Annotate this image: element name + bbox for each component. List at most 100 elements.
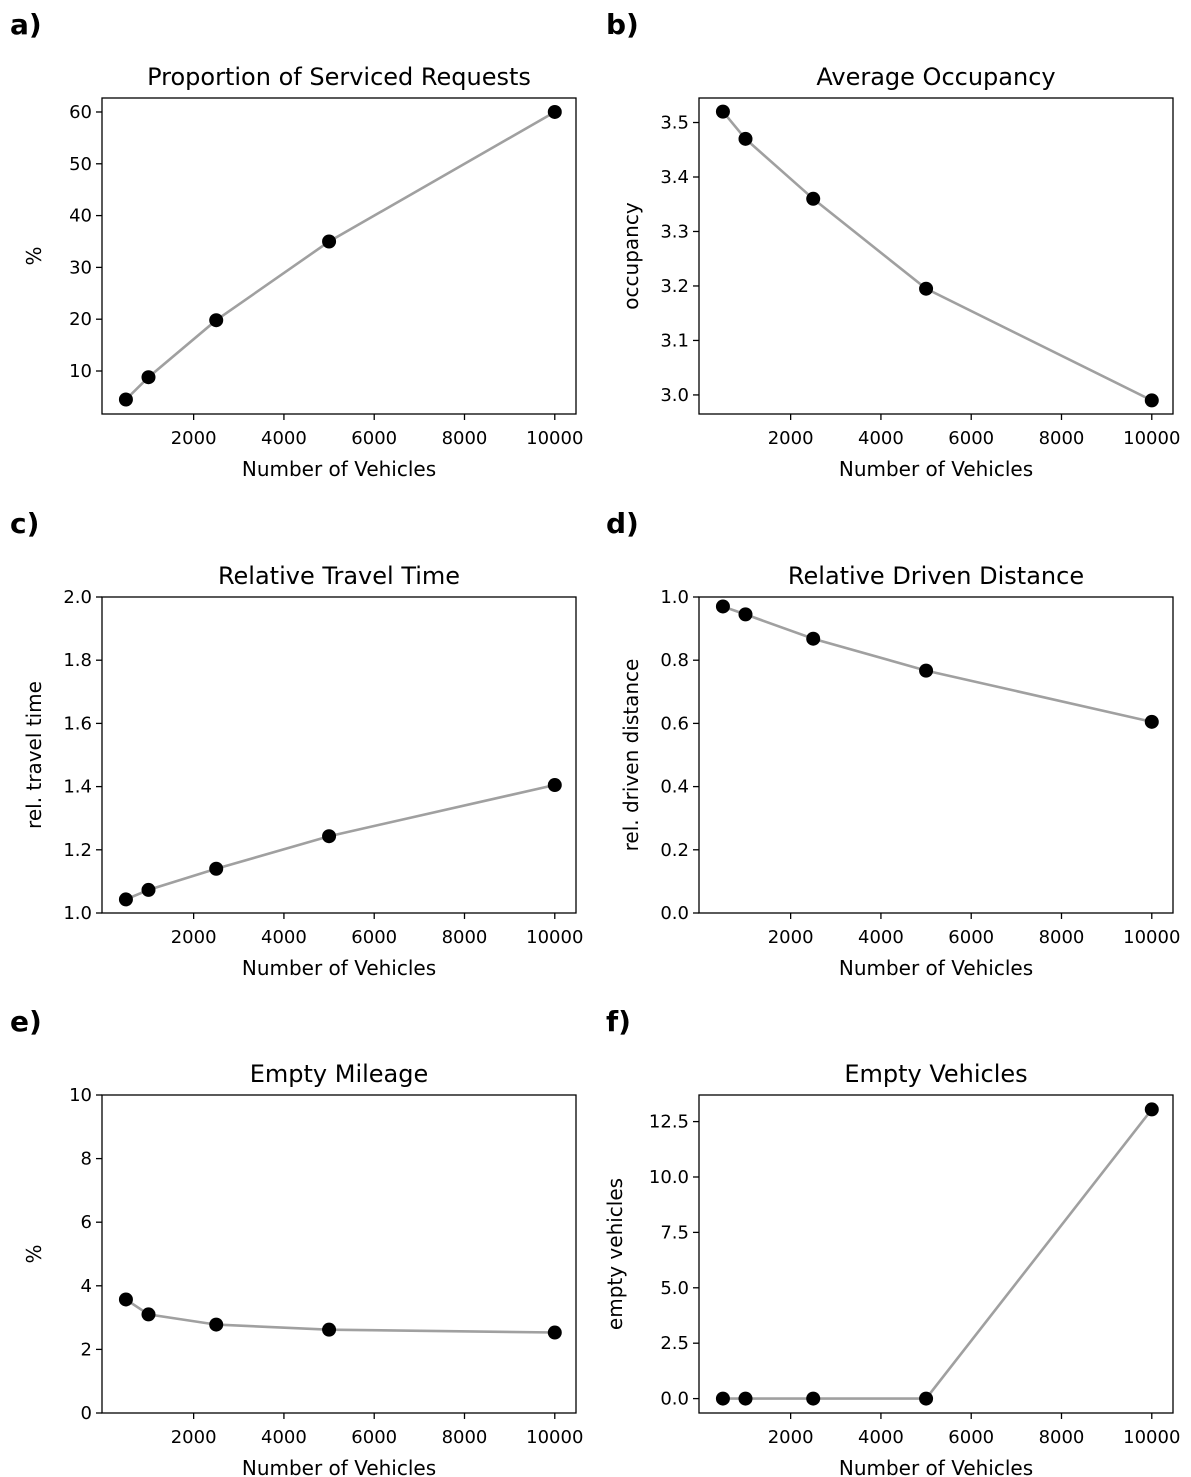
plot-frame: [698, 97, 1174, 415]
y-tick-label: 3.2: [660, 276, 689, 297]
y-tick-label: 3.3: [660, 221, 689, 242]
data-point: [547, 104, 562, 119]
data-point: [118, 892, 133, 907]
x-tick-label: 8000: [442, 1427, 488, 1448]
x-tick-label: 6000: [351, 927, 397, 948]
y-axis-label: empty vehicles: [603, 1178, 627, 1330]
x-tick-label: 10000: [526, 927, 583, 948]
data-point: [547, 1325, 562, 1340]
data-point: [141, 882, 156, 897]
y-tick-label: 1.2: [63, 840, 92, 861]
x-tick-label: 4000: [261, 428, 307, 449]
y-tick-label: 1.4: [63, 777, 92, 798]
x-tick-label: 8000: [1039, 1427, 1085, 1448]
x-tick-label: 8000: [1039, 927, 1085, 948]
data-point: [141, 1307, 156, 1322]
y-tick-label: 1.8: [63, 650, 92, 671]
data-point: [806, 1391, 821, 1406]
y-tick-label: 1.0: [660, 587, 689, 608]
x-tick-label: 4000: [261, 927, 307, 948]
x-tick-label: 4000: [858, 927, 904, 948]
x-tick-label: 6000: [351, 1427, 397, 1448]
x-tick-label: 8000: [442, 428, 488, 449]
x-tick-label: 4000: [858, 1427, 904, 1448]
x-tick-label: 10000: [526, 1427, 583, 1448]
data-point: [806, 191, 821, 206]
data-point: [919, 281, 934, 296]
x-tick-label: 2000: [768, 927, 814, 948]
chart-title: Relative Travel Time: [218, 562, 460, 590]
data-point: [322, 829, 337, 844]
y-tick-label: 0.0: [660, 1389, 689, 1410]
plot-frame: [698, 596, 1174, 914]
x-tick-label: 2000: [768, 1427, 814, 1448]
y-axis-label: %: [22, 246, 46, 265]
x-tick-label: 6000: [948, 1427, 994, 1448]
y-tick-label: 3.5: [660, 113, 689, 134]
x-tick-label: 4000: [261, 1427, 307, 1448]
y-tick-label: 30: [69, 257, 92, 278]
plot-frame: [698, 1094, 1174, 1414]
data-point: [806, 631, 821, 646]
x-tick-label: 4000: [858, 428, 904, 449]
y-tick-label: 10: [69, 1085, 92, 1106]
y-tick-label: 3.0: [660, 385, 689, 406]
series-line: [124, 110, 556, 401]
data-point: [209, 1317, 224, 1332]
y-tick-label: 50: [69, 154, 92, 175]
panel-letter: f): [606, 1005, 631, 1038]
data-point: [118, 392, 133, 407]
y-tick-label: 60: [69, 102, 92, 123]
x-tick-label: 8000: [1039, 428, 1085, 449]
data-point: [738, 1391, 753, 1406]
y-tick-label: 8: [81, 1149, 92, 1170]
chart-title: Relative Driven Distance: [788, 562, 1084, 590]
x-tick-label: 2000: [171, 927, 217, 948]
y-tick-label: 5.0: [660, 1278, 689, 1299]
y-tick-label: 2.0: [63, 587, 92, 608]
data-point: [322, 234, 337, 249]
y-tick-label: 0.0: [660, 903, 689, 924]
y-tick-label: 40: [69, 206, 92, 227]
series-line: [125, 1298, 555, 1334]
chart-panel-4: d) Relative Driven Distance 2000 4000 6000 80…: [606, 507, 1180, 980]
x-tick-label: 2000: [171, 1427, 217, 1448]
x-tick-label: 6000: [948, 927, 994, 948]
data-point: [738, 131, 753, 146]
x-axis-label: Number of Vehicles: [242, 457, 436, 481]
data-point: [1144, 1102, 1159, 1117]
data-point: [919, 1391, 934, 1406]
data-point: [118, 1292, 133, 1307]
panel-letter: d): [606, 507, 639, 540]
x-axis-label: Number of Vehicles: [839, 1456, 1033, 1477]
y-tick-label: 10: [69, 361, 92, 382]
series-line: [722, 1108, 1153, 1400]
y-axis-label: rel. driven distance: [619, 659, 643, 852]
series-line: [722, 605, 1153, 724]
y-tick-label: 1.0: [63, 903, 92, 924]
panel-letter: c): [10, 507, 39, 540]
y-axis-label: occupancy: [619, 202, 643, 310]
y-tick-label: 3.4: [660, 167, 689, 188]
y-tick-label: 1.6: [63, 713, 92, 734]
data-point: [209, 861, 224, 876]
chart-title: Empty Mileage: [250, 1060, 429, 1088]
y-tick-label: 4: [81, 1276, 92, 1297]
x-tick-label: 2000: [171, 428, 217, 449]
y-tick-label: 10.0: [649, 1167, 689, 1188]
chart-title: Proportion of Serviced Requests: [147, 63, 531, 91]
y-tick-label: 12.5: [649, 1112, 689, 1133]
data-point: [322, 1322, 337, 1337]
data-point: [715, 599, 730, 614]
data-point: [547, 778, 562, 793]
y-tick-label: 2.5: [660, 1333, 689, 1354]
series-line: [125, 783, 556, 901]
y-axis-label: %: [22, 1244, 46, 1263]
y-tick-label: 20: [69, 309, 92, 330]
chart-title: Empty Vehicles: [844, 1060, 1027, 1088]
y-tick-label: 0.2: [660, 840, 689, 861]
y-tick-label: 7.5: [660, 1222, 689, 1243]
data-point: [141, 370, 156, 385]
x-axis-label: Number of Vehicles: [242, 1456, 436, 1477]
